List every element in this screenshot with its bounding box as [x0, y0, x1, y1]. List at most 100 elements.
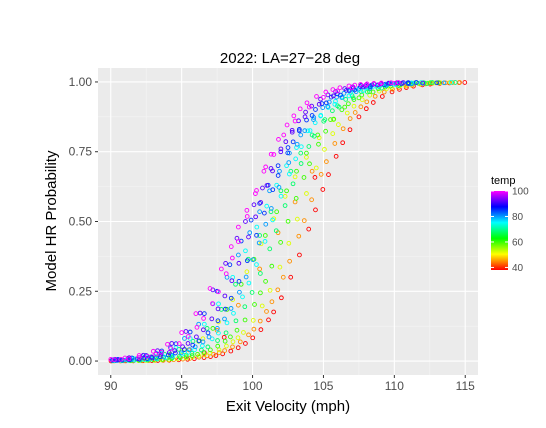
data-point-480	[313, 107, 318, 112]
data-point-340	[254, 262, 259, 267]
data-point-285	[343, 97, 349, 102]
data-point-143	[277, 264, 283, 270]
data-point-206	[258, 290, 263, 296]
data-point-529	[194, 334, 199, 340]
data-point-404	[237, 289, 242, 295]
data-point-53	[257, 266, 262, 272]
data-point-512	[331, 93, 336, 99]
data-point-505	[251, 202, 257, 208]
data-point-601	[254, 188, 259, 193]
data-point-619	[388, 80, 394, 86]
data-point-93	[364, 99, 370, 105]
data-point-581	[377, 81, 383, 87]
data-point-538	[258, 200, 264, 205]
data-point-184	[356, 95, 362, 101]
data-point-411	[286, 160, 292, 165]
data-point-303	[201, 321, 207, 327]
data-point-585	[126, 356, 132, 362]
data-point-273	[249, 290, 255, 295]
data-point-444	[285, 145, 291, 150]
data-point-378	[298, 132, 304, 138]
data-point-565	[193, 311, 199, 316]
data-point-351	[333, 98, 338, 104]
data-point-296	[429, 80, 435, 85]
data-point-368	[182, 336, 187, 341]
data-point-510	[302, 114, 308, 120]
data-point-115	[271, 216, 277, 222]
data-point-532	[215, 306, 221, 312]
legend-label-3: 100	[512, 187, 529, 198]
data-point-396	[178, 350, 184, 356]
data-point-338	[240, 294, 245, 300]
data-point-618	[379, 80, 384, 86]
data-point-19	[228, 348, 234, 354]
data-point-616	[364, 81, 370, 87]
data-point-29	[306, 226, 312, 232]
data-point-148	[322, 147, 327, 152]
data-point-407	[256, 240, 262, 246]
data-point-344	[287, 171, 292, 177]
data-point-373	[247, 230, 253, 236]
data-point-542	[283, 139, 289, 145]
data-point-499	[183, 329, 189, 334]
data-point-569	[236, 224, 241, 230]
data-point-274	[258, 271, 263, 276]
data-point-270	[223, 330, 229, 336]
data-point-567	[219, 266, 224, 272]
data-point-475	[275, 173, 281, 178]
data-point-212	[301, 175, 307, 180]
data-point-593	[194, 324, 200, 330]
y-tick-label-2: 0.50	[69, 215, 93, 229]
data-point-196	[189, 353, 195, 358]
data-point-582	[391, 80, 397, 86]
data-point-595	[210, 301, 215, 306]
data-point-531	[209, 316, 215, 322]
data-point-332	[192, 347, 197, 353]
data-point-136	[224, 343, 229, 349]
data-point-155	[376, 88, 382, 94]
data-point-405	[243, 274, 249, 280]
data-point-349	[318, 113, 324, 118]
data-point-588	[153, 351, 158, 357]
data-point-478	[296, 128, 302, 134]
data-point-254	[452, 80, 458, 85]
data-point-328	[163, 355, 169, 360]
data-point-237	[204, 326, 210, 331]
data-point-78	[264, 309, 269, 314]
data-point-230	[436, 80, 441, 85]
data-point-91	[352, 110, 358, 115]
legend-colorbar	[491, 191, 508, 270]
data-point-513	[346, 87, 352, 93]
data-point-250	[365, 89, 370, 95]
data-point-174	[238, 281, 244, 287]
data-point-576	[306, 104, 312, 110]
data-point-33	[333, 153, 339, 159]
data-point-312	[305, 128, 311, 134]
data-point-209	[278, 240, 283, 245]
data-point-508	[278, 146, 284, 152]
data-point-71	[216, 350, 222, 355]
data-point-150	[336, 122, 341, 127]
data-point-139	[241, 330, 246, 335]
x-tick-label-1: 95	[175, 379, 189, 393]
data-point-308	[264, 203, 270, 209]
data-point-217	[339, 107, 345, 113]
data-point-269	[215, 338, 220, 343]
data-point-408	[263, 221, 269, 227]
data-point-474	[270, 187, 276, 193]
data-point-277	[282, 203, 288, 208]
data-point-412	[294, 141, 300, 147]
x-tick-label-5: 115	[456, 379, 475, 393]
data-point-583	[112, 357, 117, 363]
data-point-587	[144, 353, 150, 359]
data-point-471	[244, 258, 250, 264]
legend-label-2: 80	[512, 212, 524, 223]
data-point-82	[287, 258, 292, 264]
data-point-79	[269, 299, 275, 305]
data-point-84	[301, 218, 307, 223]
data-point-243	[278, 188, 284, 194]
x-axis-ticks: 90 95 100 105 110 115	[104, 375, 475, 393]
data-point-376	[277, 168, 282, 174]
data-point-178	[284, 188, 289, 194]
